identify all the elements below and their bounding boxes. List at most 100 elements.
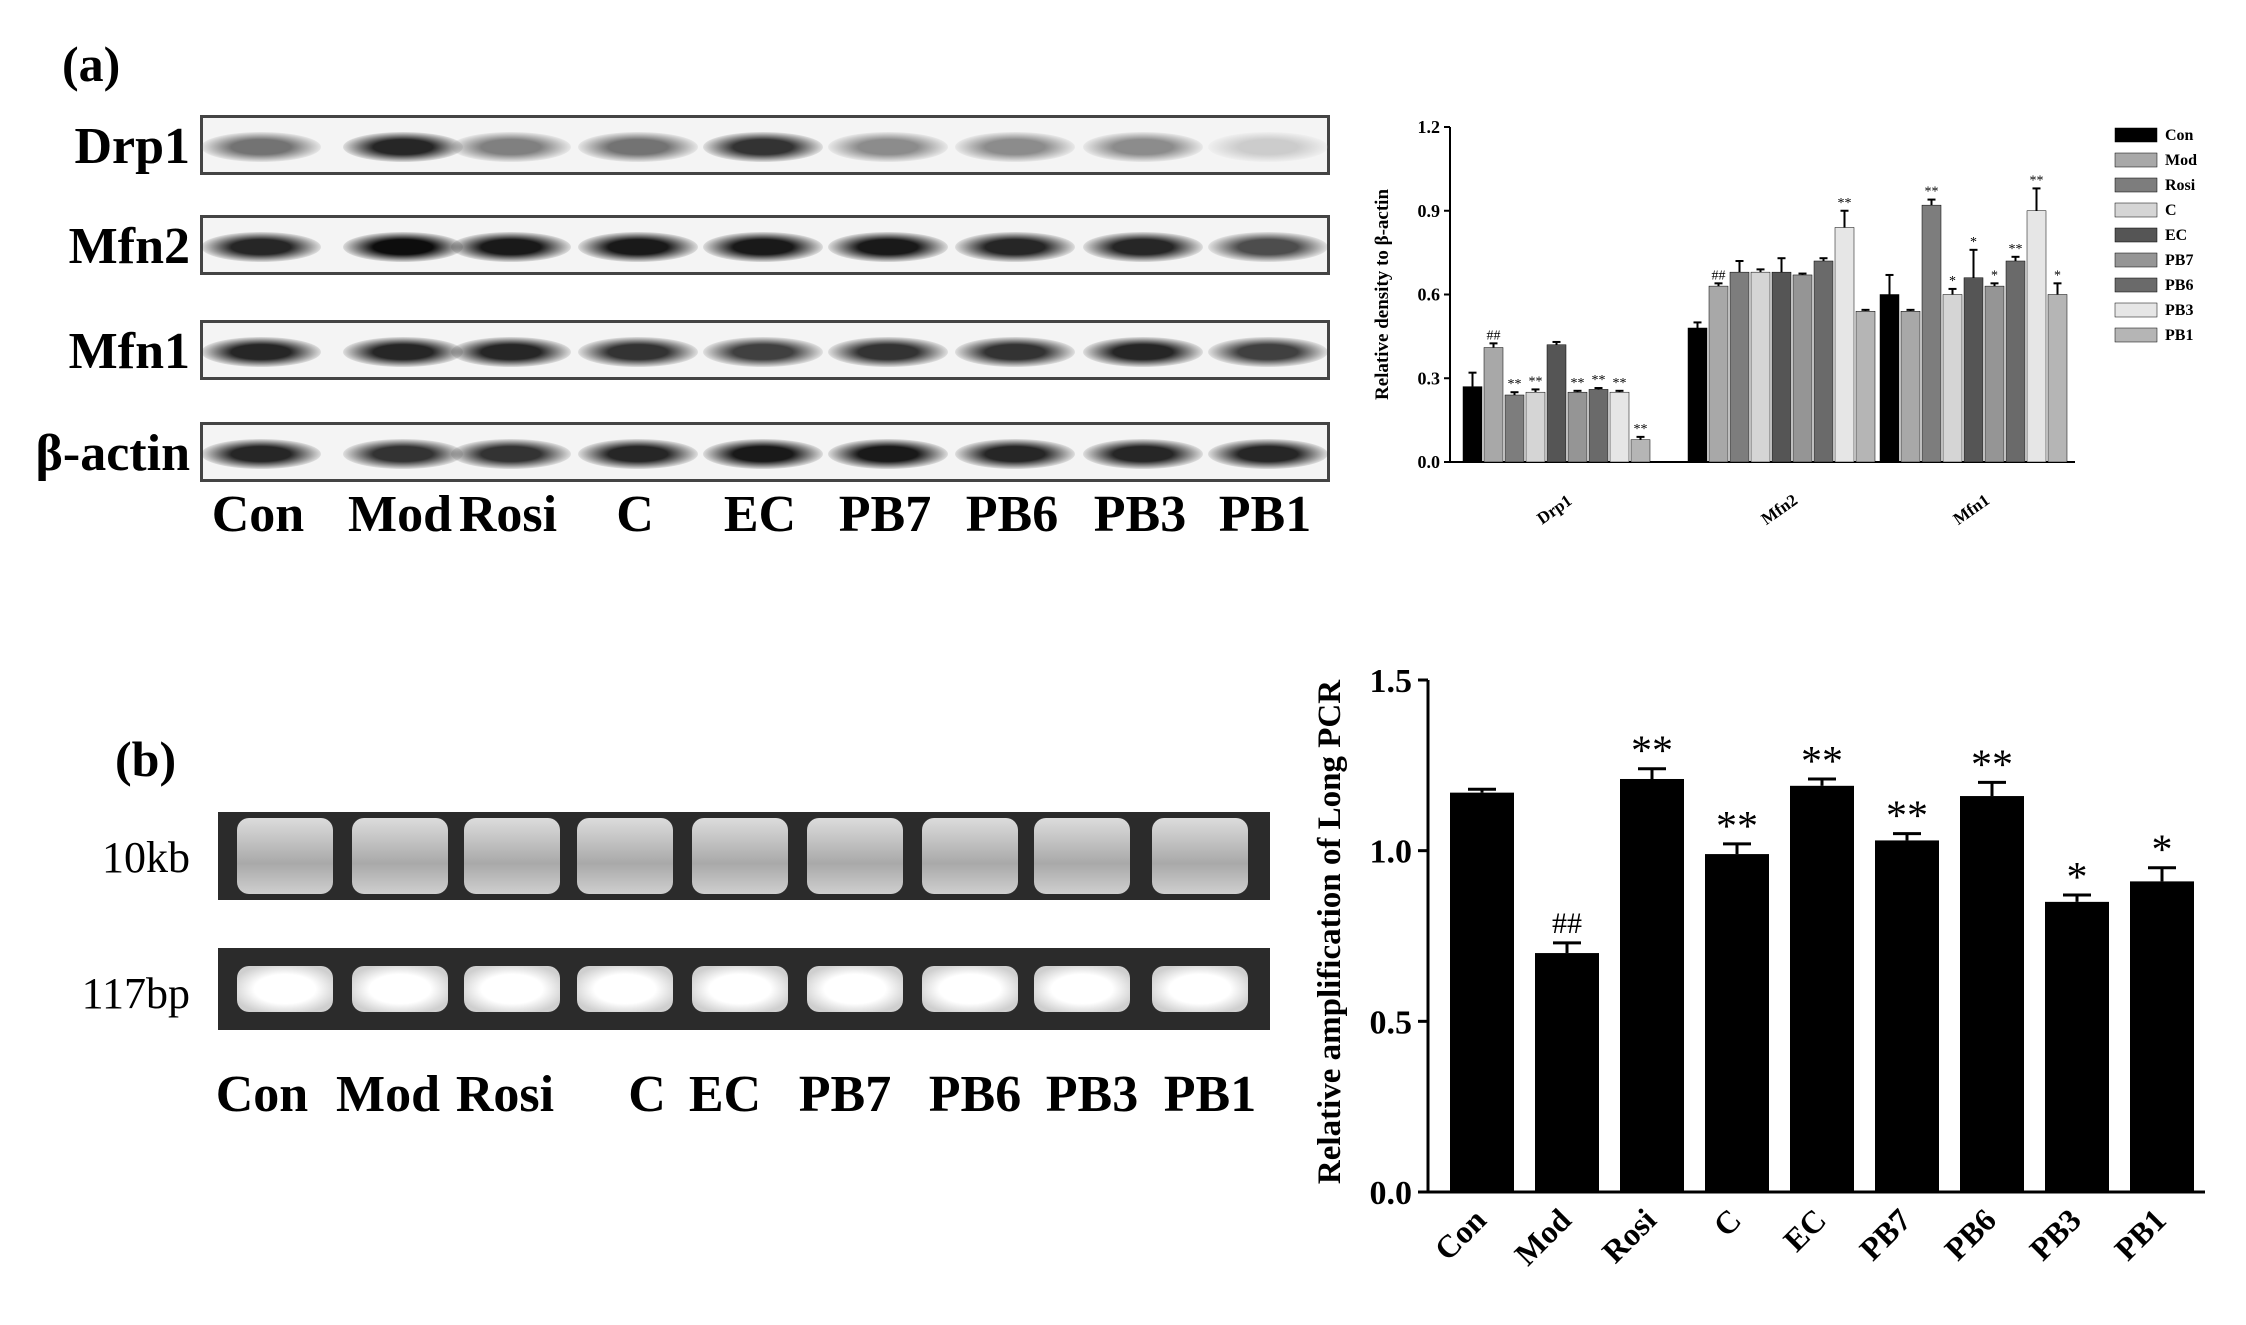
bar: [1567, 391, 1588, 463]
significance-label: **: [1571, 376, 1585, 391]
blot-lane-label: PB3: [1093, 486, 1187, 543]
blot-band: [578, 337, 698, 367]
bar: [1900, 311, 1921, 463]
bar: [1609, 391, 1630, 463]
gel-band: [1034, 818, 1130, 894]
x-tick-label: PB7: [1852, 1201, 1918, 1267]
significance-label: **: [1838, 196, 1852, 211]
blot-band: [451, 439, 571, 469]
gel-band: [922, 966, 1018, 1012]
blot-strip: [200, 422, 1330, 482]
bar: [1546, 344, 1567, 463]
y-tick-label: 1.2: [1418, 117, 1441, 137]
legend-label: PB7: [2165, 252, 2193, 269]
blot-row-label: Mfn2: [68, 218, 190, 275]
significance-label: **: [1886, 794, 1928, 840]
blot-band: [343, 337, 463, 367]
x-tick-label: Drp1: [1533, 491, 1575, 528]
bar: [1729, 271, 1750, 463]
grouped-bar-chart: 0.0 0.3 0.6 0.9 1.2 Relative density to β-act…: [1372, 117, 2197, 529]
blot-lane-label: EC: [723, 486, 797, 543]
x-tick-label: C: [1706, 1201, 1748, 1243]
bar: [2026, 210, 2047, 463]
y-tick-label: 0.5: [1370, 1004, 1413, 1041]
blot-band: [1208, 132, 1328, 162]
gel-lane-label: Con: [215, 1066, 309, 1123]
gel-lane-label: EC: [688, 1066, 762, 1123]
legend-label: C: [2165, 202, 2177, 219]
gel-band: [1034, 966, 1130, 1012]
y-tick-label: 0.6: [1418, 285, 1441, 305]
bar: [1921, 204, 1942, 463]
blot-band: [201, 132, 321, 162]
blot-band: [955, 337, 1075, 367]
legend-label: Mod: [2165, 152, 2197, 169]
blot-band: [343, 232, 463, 262]
gel-lane-label: PB1: [1163, 1066, 1257, 1123]
blot-band: [1208, 337, 1328, 367]
significance-label: **: [1925, 185, 1939, 200]
legend-swatch: [2114, 227, 2158, 243]
legend-swatch: [2114, 302, 2158, 318]
blot-band: [1083, 337, 1203, 367]
blot-lane-label: PB7: [838, 486, 932, 543]
blot-strip: [200, 320, 1330, 380]
blot-band: [451, 232, 571, 262]
gel-band: [352, 966, 448, 1012]
y-axis-label: Relative density to β-actin: [1372, 189, 1393, 400]
significance-label: **: [1613, 376, 1627, 391]
gel-row-label: 117bp: [81, 969, 190, 1018]
y-tick-label: 0.0: [1418, 452, 1441, 472]
gel-band: [692, 966, 788, 1012]
bar: [1813, 260, 1834, 463]
bar: [1588, 389, 1609, 463]
blot-band: [1208, 439, 1328, 469]
blot-band: [201, 232, 321, 262]
gel-strip: [218, 812, 1270, 900]
blot-band: [703, 132, 823, 162]
blot-band: [1083, 439, 1203, 469]
blot-band: [201, 439, 321, 469]
significance-label: *: [1970, 235, 1977, 250]
blot-lane-label: Con: [211, 486, 305, 543]
significance-label: **: [1631, 729, 1673, 775]
bar: [2047, 294, 2068, 463]
gel-lane-label: PB6: [928, 1066, 1022, 1123]
legend-swatch: [2114, 327, 2158, 343]
blot-row-label: Mfn1: [68, 323, 190, 380]
bar: [1771, 271, 1792, 463]
legend-swatch: [2114, 277, 2158, 293]
blot-lane-label: Mod: [348, 486, 452, 543]
bar: [1879, 294, 1900, 463]
legend-swatch: [2114, 252, 2158, 268]
blot-band: [1083, 232, 1203, 262]
bar: [1792, 274, 1813, 463]
bar: [1462, 386, 1483, 463]
blot-band: [703, 439, 823, 469]
gel-lane-label: PB3: [1045, 1066, 1139, 1123]
legend-label: PB3: [2165, 302, 2193, 319]
bar: [1483, 347, 1504, 463]
blot-row-label: β-actin: [35, 425, 190, 482]
bar: [1984, 285, 2005, 463]
blot-band: [578, 132, 698, 162]
bar: [1942, 294, 1963, 463]
gel-band: [577, 818, 673, 894]
legend-label: Rosi: [2165, 177, 2196, 194]
significance-label: *: [2067, 855, 2088, 901]
x-tick-label: PB1: [2107, 1201, 2173, 1267]
gel-lane-label: PB7: [798, 1066, 892, 1123]
legend-label: EC: [2165, 227, 2187, 244]
significance-label: **: [1801, 739, 1843, 785]
long-pcr-bar-chart: 0.0 0.5 1.0 1.5 Relative amplification of Lo…: [1312, 663, 2205, 1272]
significance-label: **: [1971, 742, 2013, 788]
gel-band: [464, 966, 560, 1012]
blot-band: [955, 439, 1075, 469]
y-tick-label: 1.5: [1370, 663, 1413, 700]
bar: [1708, 285, 1729, 463]
bar: [2005, 260, 2026, 463]
gel-band: [237, 818, 333, 894]
x-tick-label: PB6: [1937, 1201, 2003, 1267]
blot-band: [451, 132, 571, 162]
gel-band: [807, 818, 903, 894]
